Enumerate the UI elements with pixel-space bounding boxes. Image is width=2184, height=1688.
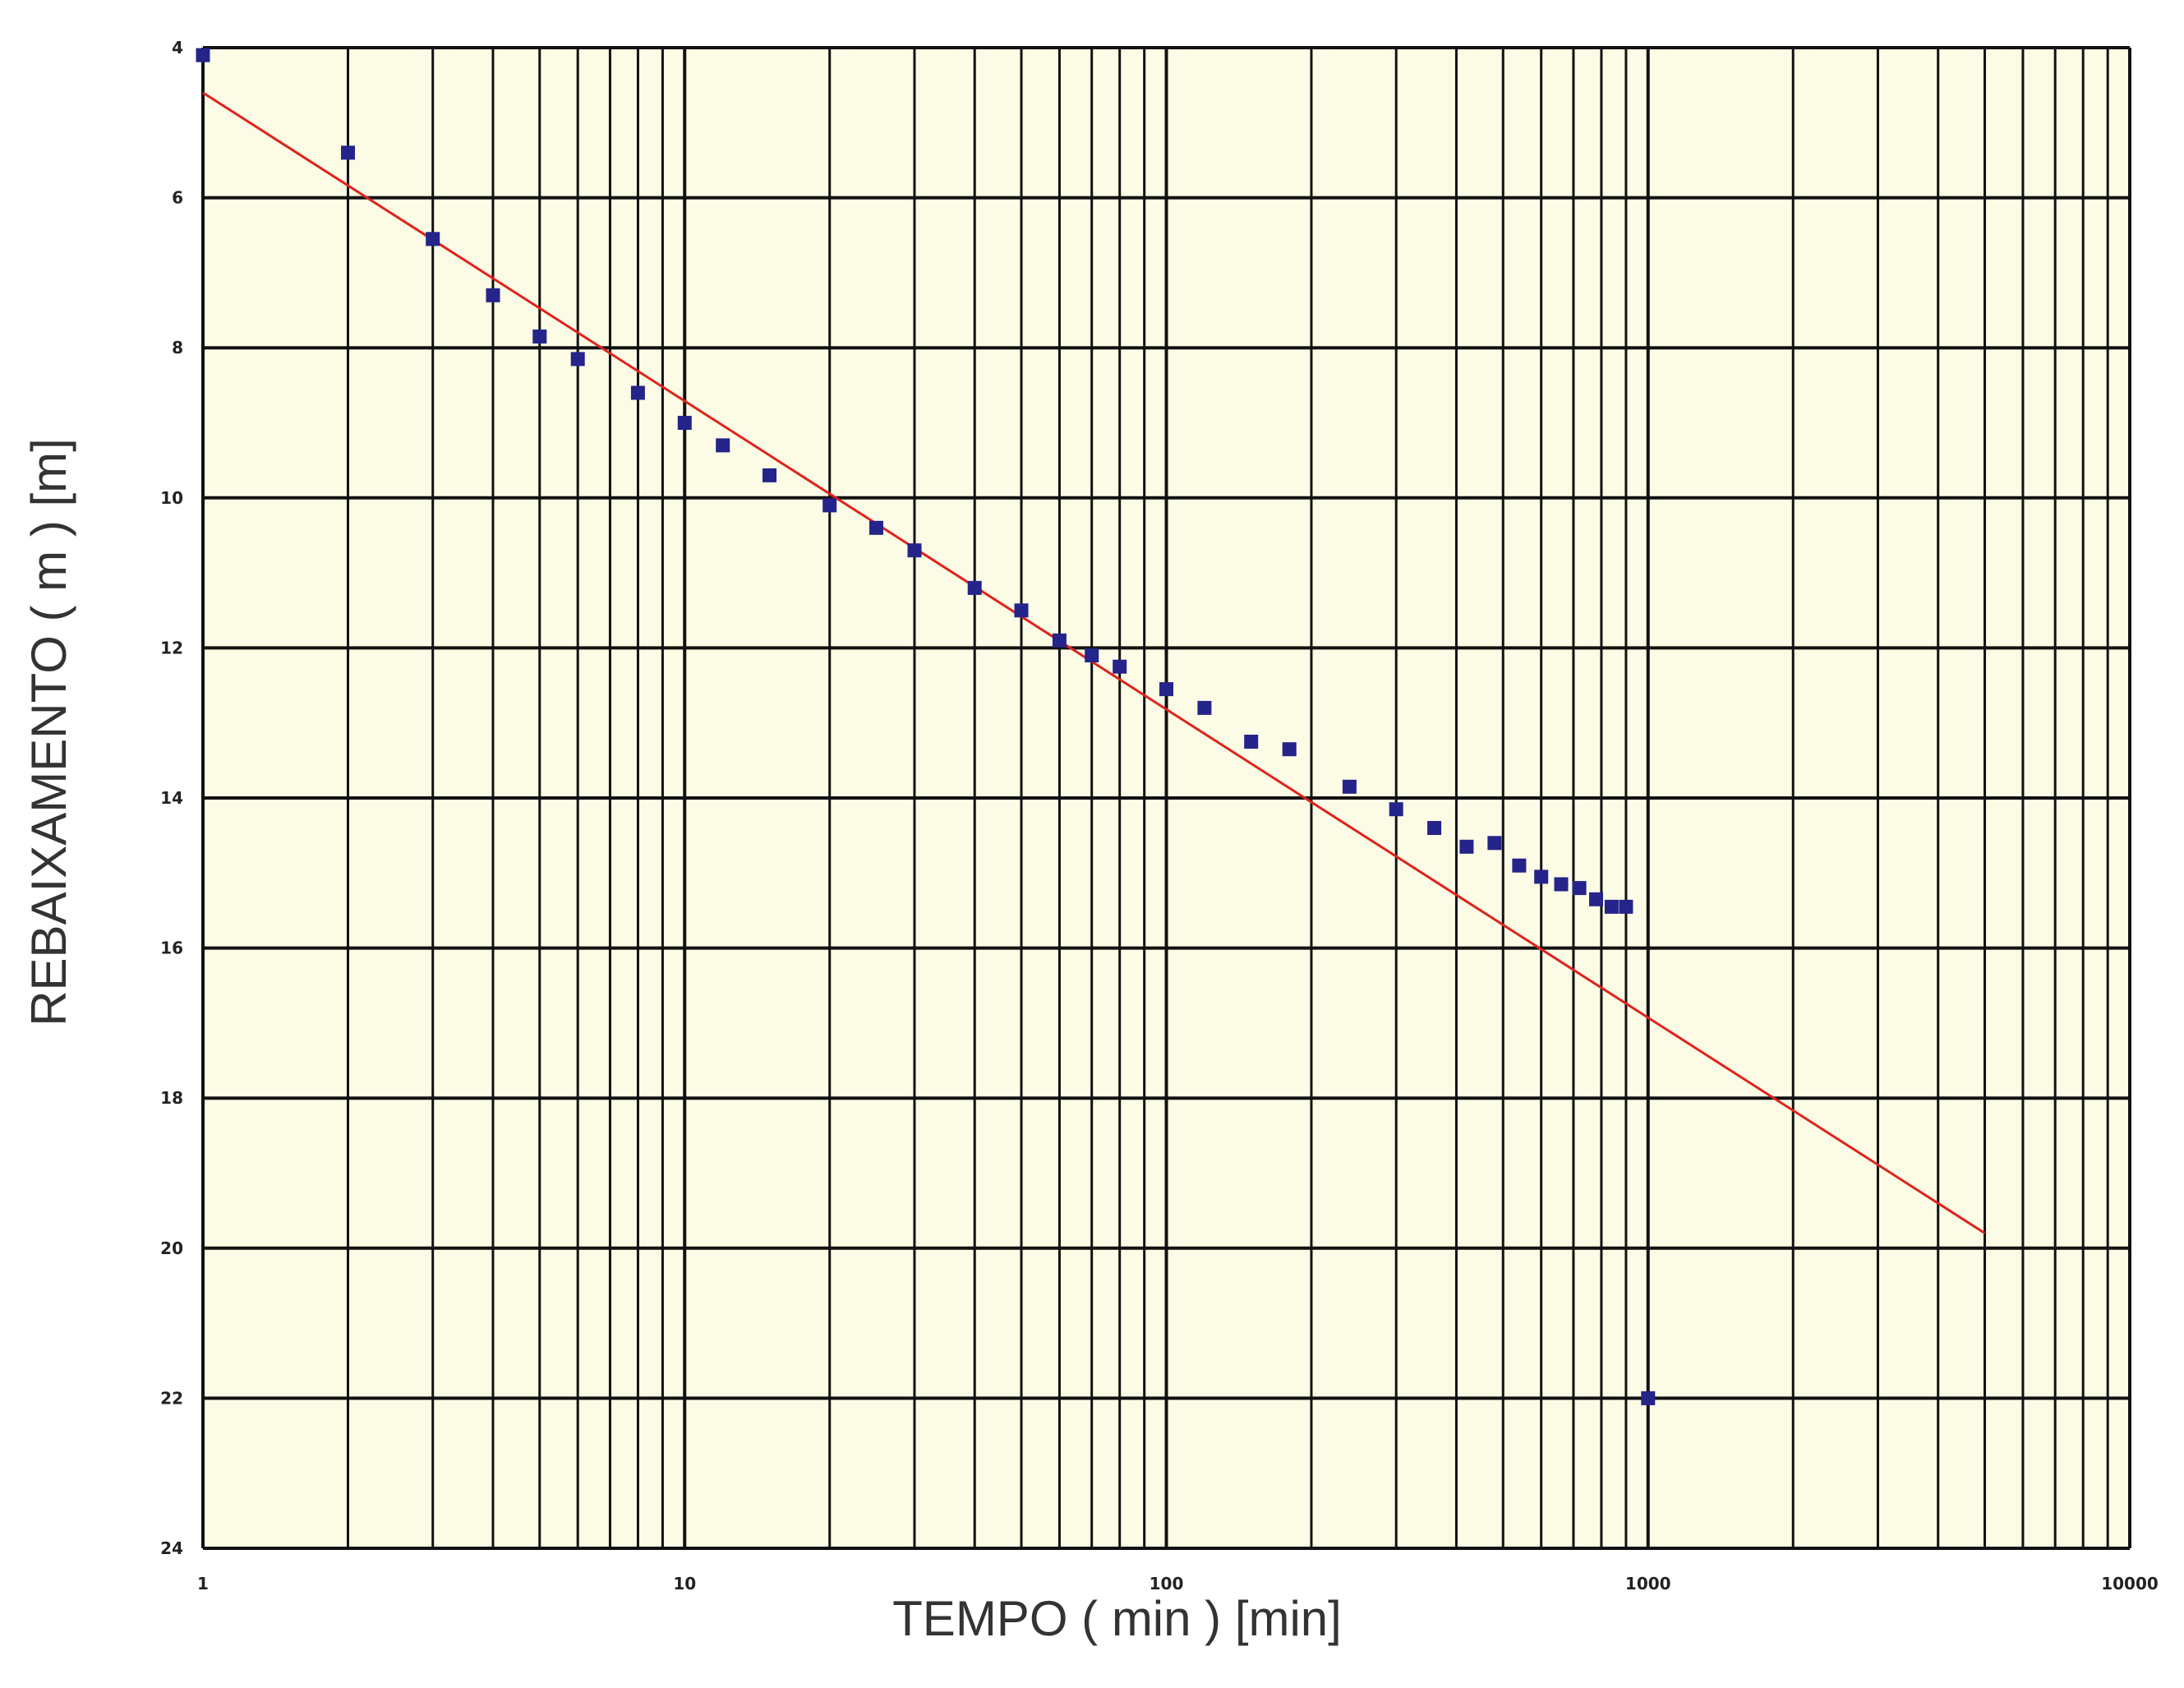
- y-tick-label: 10: [160, 488, 183, 508]
- data-point: [1554, 877, 1569, 892]
- data-point: [1389, 802, 1403, 817]
- x-axis-title: TEMPO ( min ) [min]: [892, 1591, 1342, 1646]
- y-tick-label: 20: [160, 1238, 183, 1258]
- data-point: [1014, 603, 1029, 618]
- data-point: [716, 438, 730, 453]
- x-tick-label: 1: [197, 1574, 209, 1593]
- x-tick-label: 1000: [1625, 1574, 1671, 1593]
- data-point: [822, 498, 837, 513]
- data-point: [1159, 682, 1173, 697]
- y-tick-label: 6: [172, 188, 183, 208]
- tick-labels: 1 10 100 1000 10000 4 6 8 10 12 14 16 18 20 22 24: [160, 38, 2159, 1593]
- data-point: [1589, 892, 1603, 906]
- data-point: [1427, 821, 1442, 835]
- data-point: [630, 385, 645, 400]
- data-point: [1085, 648, 1099, 662]
- data-point: [570, 352, 585, 367]
- data-point: [1534, 869, 1549, 884]
- data-point: [1459, 839, 1474, 854]
- data-point: [1052, 633, 1067, 648]
- y-tick-label: 18: [160, 1088, 183, 1108]
- y-tick-label: 22: [160, 1388, 183, 1408]
- data-point: [1282, 742, 1297, 757]
- data-point: [763, 468, 776, 482]
- y-tick-label: 4: [172, 38, 183, 58]
- fit-line-layer: [202, 91, 1986, 1234]
- y-tick-label: 14: [160, 788, 183, 808]
- data-point: [1487, 836, 1502, 851]
- data-point: [1244, 735, 1259, 749]
- x-tick-label: 10000: [2101, 1574, 2159, 1593]
- fit-line: [202, 91, 1986, 1234]
- data-point: [532, 330, 547, 344]
- data-point: [1604, 899, 1619, 914]
- data-point: [196, 48, 210, 62]
- data-point: [1342, 779, 1357, 794]
- y-tick-label: 16: [160, 939, 183, 958]
- data-point: [1512, 858, 1527, 873]
- data-point: [907, 543, 922, 558]
- data-point: [1641, 1391, 1656, 1405]
- data-point: [1619, 899, 1633, 914]
- data-point: [341, 145, 355, 160]
- data-point: [677, 416, 692, 430]
- y-tick-label: 12: [160, 638, 183, 657]
- grid: [201, 46, 2131, 1550]
- data-point: [426, 232, 440, 247]
- y-axis-title: REBAIXAMENTO ( m ) [m]: [21, 438, 76, 1026]
- data-point: [1197, 700, 1212, 715]
- x-tick-label: 10: [673, 1574, 696, 1593]
- data-point: [967, 580, 982, 595]
- y-tick-label: 24: [160, 1538, 183, 1558]
- data-point: [869, 520, 883, 535]
- data-points: [196, 48, 1656, 1405]
- data-point: [486, 288, 500, 302]
- x-tick-label: 100: [1150, 1574, 1184, 1593]
- data-point: [1572, 881, 1587, 896]
- y-tick-label: 8: [172, 338, 183, 357]
- data-point: [1113, 659, 1127, 674]
